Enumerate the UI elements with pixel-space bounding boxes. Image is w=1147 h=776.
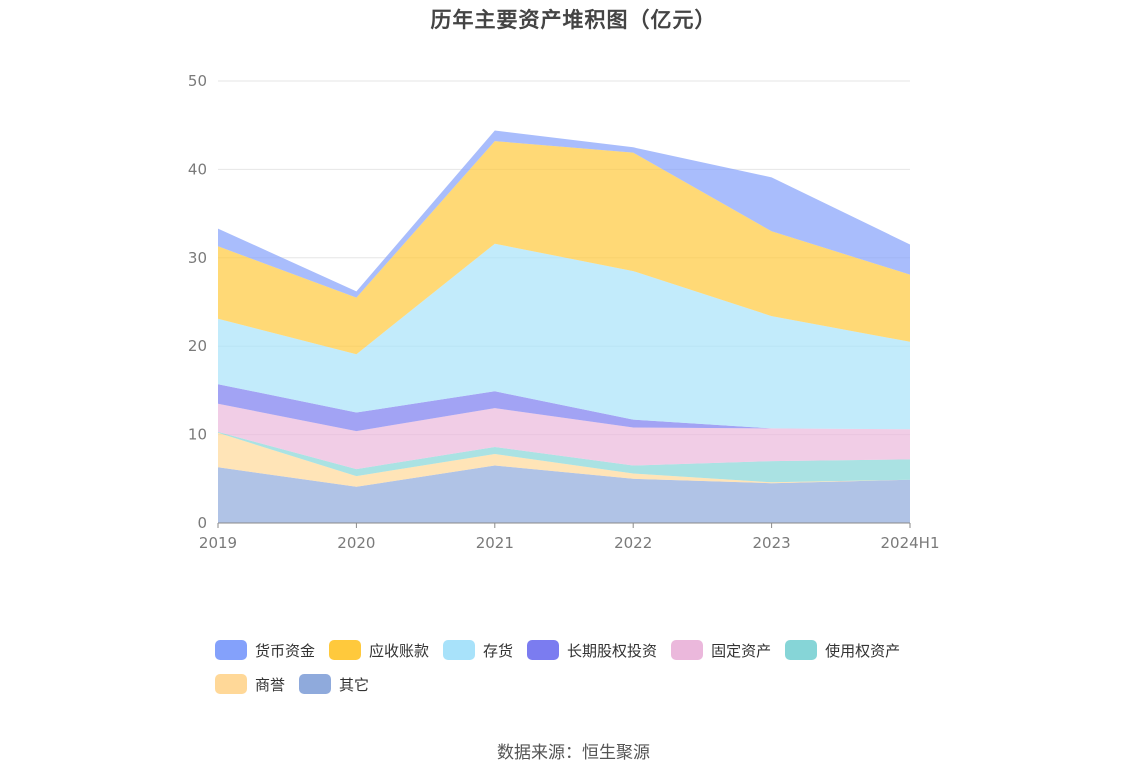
legend-swatch xyxy=(329,640,362,660)
legend-swatch xyxy=(671,640,704,660)
legend-label: 其它 xyxy=(339,675,370,694)
y-tick-label: 40 xyxy=(188,160,207,178)
legend-label: 存货 xyxy=(483,641,514,660)
area-series-5 xyxy=(218,243,910,430)
y-tick-label: 50 xyxy=(188,72,207,90)
area-series-1 xyxy=(218,432,910,487)
area-series-4 xyxy=(218,384,910,432)
x-tick-label: 2024H1 xyxy=(881,534,940,552)
y-tick-label: 0 xyxy=(197,514,207,532)
legend-swatch xyxy=(299,674,332,694)
area-series-7 xyxy=(218,130,910,298)
x-tick-label: 2020 xyxy=(337,534,375,552)
legend-swatch xyxy=(443,640,476,660)
legend-swatch xyxy=(215,674,247,694)
legend-item[interactable]: 其它 xyxy=(299,672,369,696)
x-tick-label: 2023 xyxy=(753,534,791,552)
legend-label: 商誉 xyxy=(255,675,286,694)
area-series-2 xyxy=(218,431,910,483)
legend-item[interactable]: 应收账款 xyxy=(329,638,429,662)
y-tick-label: 30 xyxy=(188,249,207,267)
legend-item[interactable]: 固定资产 xyxy=(671,638,771,662)
legend-item[interactable]: 长期股权投资 xyxy=(527,638,657,662)
area-series-3 xyxy=(218,403,910,470)
legend-item[interactable]: 存货 xyxy=(443,638,513,662)
chart-title: 历年主要资产堆积图（亿元） xyxy=(430,8,717,32)
area-series-6 xyxy=(218,141,910,355)
x-tick-label: 2021 xyxy=(476,534,514,552)
legend-item[interactable]: 货币资金 xyxy=(215,638,315,662)
legend-label: 长期股权投资 xyxy=(567,641,658,660)
legend-label: 货币资金 xyxy=(255,641,316,660)
legend-swatch xyxy=(215,640,247,660)
y-tick-label: 10 xyxy=(188,426,207,444)
legend-item[interactable]: 使用权资产 xyxy=(785,638,900,662)
x-tick-label: 2022 xyxy=(614,534,652,552)
y-tick-label: 20 xyxy=(188,337,207,355)
legend-label: 应收账款 xyxy=(369,641,430,660)
stacked-area-chart: 0 10 20 30 40 50 2019 2020 2021 2022 2023 2024H1 xyxy=(188,72,940,552)
y-axis-ticks: 0 10 20 30 40 50 xyxy=(188,72,207,532)
data-source: 数据来源：恒生聚源 xyxy=(497,743,650,763)
x-axis-ticks: 2019 2020 2021 2022 2023 2024H1 xyxy=(199,534,940,552)
legend-swatch xyxy=(527,640,560,660)
legend-item[interactable]: 商誉 xyxy=(215,672,285,696)
legend-label: 固定资产 xyxy=(711,641,772,660)
x-tick-label: 2019 xyxy=(199,534,237,552)
legend: 货币资金 应收账款 存货 长期股权投资 固定资产 使用权资产商誉 其它 xyxy=(215,638,975,706)
area-series xyxy=(218,130,910,523)
legend-label: 使用权资产 xyxy=(825,641,901,660)
legend-swatch xyxy=(785,640,818,660)
axes xyxy=(217,522,911,528)
area-series-0 xyxy=(218,465,910,523)
